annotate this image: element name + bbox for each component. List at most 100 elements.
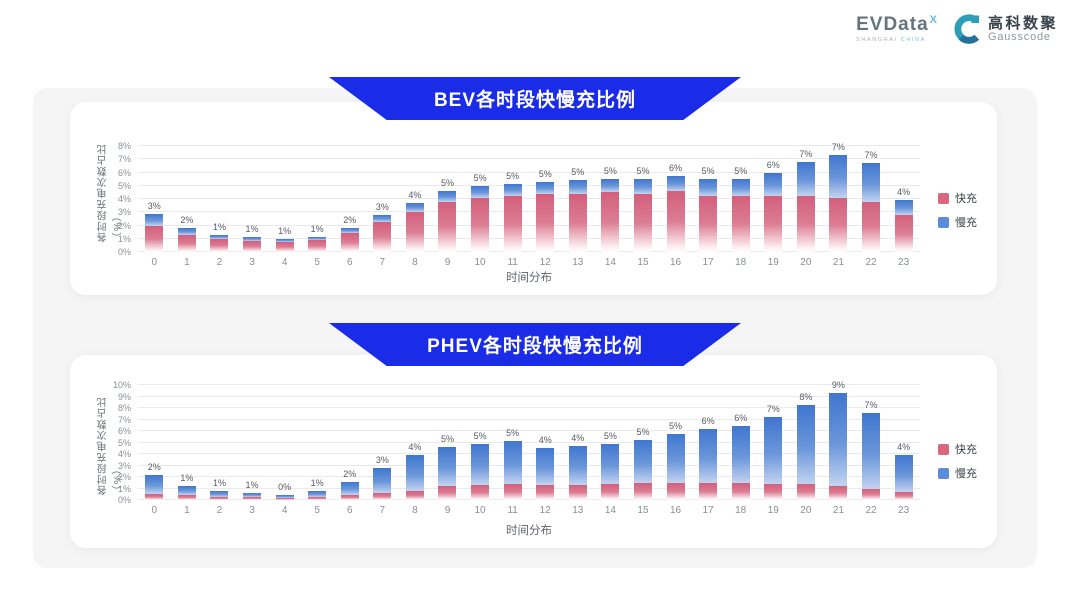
bar-hour-13: 5% 13 [562,146,595,268]
x-tick-label: 16 [669,505,682,516]
gridline [138,441,920,443]
phev-plot-area: 0% 1% 2% 3% 4% 5% 6% 7% 8% 9% 10% 2% 0 1% 1 1% 2 1% 3 0% 4 1%… [113,380,920,516]
stacked-bar [503,441,522,500]
slow-charge-segment [796,404,815,484]
gridline [138,430,920,431]
gridline [138,453,920,454]
slow-charge-segment [862,412,880,489]
fast-charge-segment [471,485,490,500]
fast-charge-segment [145,225,164,252]
fast-charge-segment [536,485,555,500]
stacked-bar [699,179,718,252]
fast-charge-segment [829,486,848,500]
slow-charge-segment [764,417,783,484]
bev-chart-title-banner: BEV各时段快慢充比例 [329,77,741,120]
bar-hour-9: 5% 9 [431,146,464,268]
slow-charge-segment [731,426,750,483]
y-tick-label: 3% [117,207,131,218]
bar-hour-20: 7% 20 [790,146,823,268]
phev-legend: 快充 慢充 [938,441,977,481]
x-tick-label: 11 [507,257,518,268]
fast-charge-segment [731,196,750,252]
bar-hour-14: 5% 14 [594,146,627,268]
bar-value-label: 1% [278,226,292,237]
y-tick-label: 7% [117,154,131,165]
bar-hour-18: 6% 18 [724,385,757,516]
fast-charge-segment [210,238,229,252]
bar-value-label: 5% [734,166,748,177]
fast-charge-segment [731,482,750,500]
bar-value-label: 1% [180,473,194,484]
x-tick-label: 15 [637,505,649,516]
slow-charge-segment [145,474,164,495]
x-tick-label: 14 [604,505,616,516]
stacked-bar [503,184,522,252]
stacked-bar [796,161,815,252]
slow-charge-segment [471,185,490,198]
legend-item-slow-charge: 慢充 [938,465,977,481]
bar-value-label: 4% [571,432,585,443]
x-tick-label: 10 [474,505,486,516]
bar-value-label: 5% [473,430,487,441]
stacked-bar [373,214,392,252]
x-tick-label: 20 [800,505,812,516]
bar-value-label: 5% [506,171,520,182]
fast-charge-segment [210,496,229,500]
stacked-bar [210,234,229,252]
legend-swatch [938,467,949,479]
slow-charge-segment [243,237,262,241]
stacked-bar [210,490,229,500]
y-tick-label: 4% [117,194,131,204]
slow-charge-segment [699,179,718,197]
slow-charge-segment [601,179,620,193]
bar-hour-15: 5% 15 [627,385,660,516]
slow-charge-segment [829,155,848,198]
stacked-bar [568,180,587,252]
slow-charge-segment [796,161,815,197]
y-tick-label: 8% [117,403,131,413]
bar-value-label: 4% [897,442,911,453]
fast-charge-segment [438,486,457,500]
bar-value-label: 4% [897,187,911,198]
bar-hour-2: 1% 2 [203,385,236,516]
phev-x-axis-label: 时间分布 [506,525,552,537]
slow-charge-segment [373,214,392,222]
bar-value-label: 5% [473,172,487,183]
gridline [138,464,920,466]
y-tick-label: 6% [117,167,131,178]
gridline [138,395,920,397]
y-tick-label: 5% [117,437,131,448]
gridline [138,224,920,226]
fast-charge-segment [699,196,718,252]
stacked-bar [764,417,783,500]
bar-hour-19: 7% 19 [757,385,790,516]
phev-chart-title-banner: PHEV各时段快慢充比例 [329,323,741,366]
slow-charge-segment [275,494,294,498]
fast-charge-segment [275,242,294,252]
x-tick-label: 2 [216,505,223,516]
bar-value-label: 5% [669,421,683,432]
fast-charge-segment [568,193,587,252]
bar-value-label: 8% [799,391,813,402]
stacked-bar [536,181,555,252]
fast-charge-segment [145,494,164,500]
x-tick-label: 3 [249,505,255,516]
fast-charge-segment [405,490,424,500]
fast-charge-segment [764,196,783,252]
phev-chart-card: 各时段充电次数占比（%） 0% 1% 2% 3% 4% 5% 6% 7% 8% 9% 10% 2% 0 1… [70,355,997,548]
stacked-bar [633,179,652,252]
bar-value-label: 1% [245,224,259,235]
legend-label: 快充 [955,193,977,205]
bar-value-label: 3% [375,454,389,465]
y-tick-label: 2% [117,220,131,231]
bar-value-label: 7% [864,150,878,161]
bar-value-label: 2% [343,215,357,226]
legend-swatch [938,216,949,228]
slow-charge-segment [308,490,327,497]
bar-value-label: 5% [636,166,650,177]
stacked-bar [633,440,652,500]
gridline [138,251,920,252]
fast-charge-segment [275,497,294,500]
bar-hour-16: 5% 16 [659,385,692,516]
fast-charge-segment [862,488,880,500]
